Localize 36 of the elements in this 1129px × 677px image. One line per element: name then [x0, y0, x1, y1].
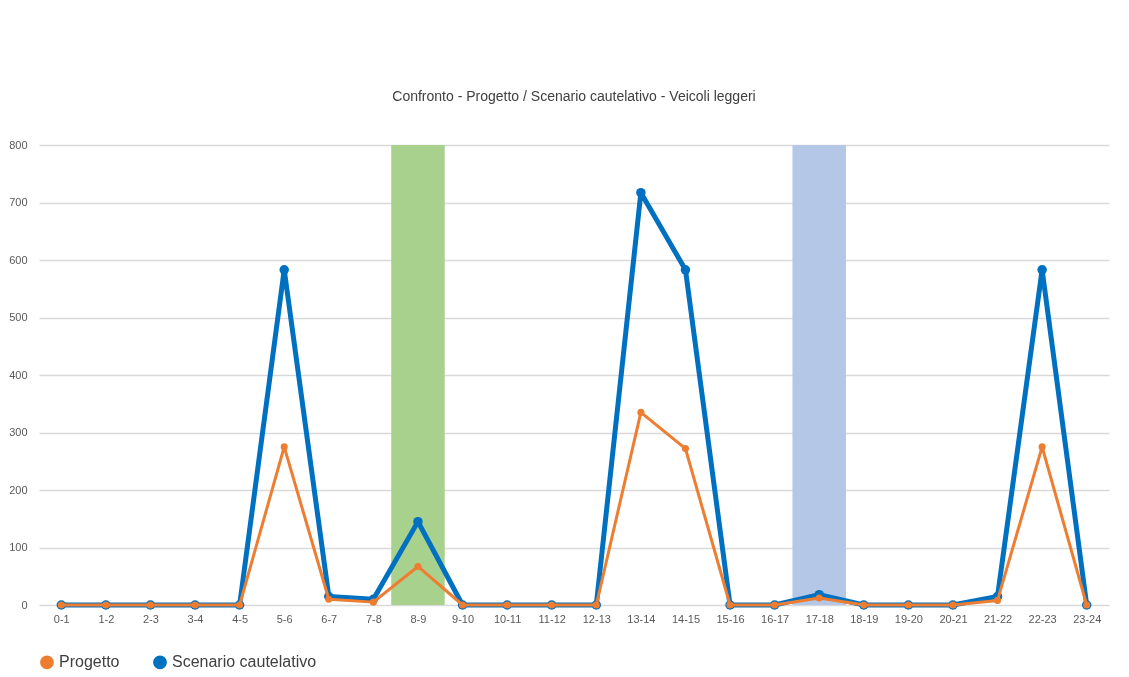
x-tick-label: 21-22 [983, 612, 1013, 625]
legend-label: Scenario cautelativo [172, 653, 317, 671]
y-tick-label: 800 [9, 138, 28, 151]
x-tick-label: 7-8 [365, 612, 382, 625]
x-tick-label: 17-18 [805, 612, 834, 625]
y-tick-label: 300 [9, 426, 28, 438]
x-tick-label: 19-20 [894, 612, 923, 625]
x-tick-label: 15-16 [716, 612, 745, 625]
x-tick-label: 20-21 [939, 612, 968, 625]
x-tick-label: 14-15 [671, 612, 701, 625]
legend-label: Progetto [59, 653, 120, 671]
x-tick-label: 16-17 [761, 612, 790, 625]
x-tick-label: 3-4 [187, 612, 204, 625]
x-tick-label: 4-5 [232, 612, 249, 625]
y-tick-label: 700 [9, 196, 28, 208]
y-tick-label: 0 [21, 598, 28, 611]
x-tick-label: 12-13 [582, 612, 611, 625]
y-tick-label: 600 [9, 253, 28, 266]
x-tick-label: 23-24 [1073, 612, 1102, 625]
x-tick-label: 10-11 [493, 612, 522, 625]
x-tick-label: 22-23 [1028, 612, 1057, 625]
x-tick-label: 5-6 [276, 612, 293, 625]
x-tick-label: 18-19 [850, 612, 879, 625]
y-tick-label: 400 [9, 368, 28, 381]
y-tick-label: 500 [9, 311, 28, 323]
x-tick-label: 8-9 [410, 612, 427, 625]
x-tick-label: 9-10 [452, 612, 475, 625]
x-tick-label: 0-1 [53, 612, 70, 625]
x-tick-label: 11-12 [538, 612, 566, 625]
chart-title: Confronto - Progetto / Scenario cautelativo - Veicoli leggeri [392, 88, 756, 104]
x-tick-label: 13-14 [627, 612, 656, 625]
x-tick-label: 6-7 [321, 612, 338, 625]
x-tick-label: 2-3 [143, 612, 159, 625]
x-tick-label: 1-2 [98, 612, 115, 625]
y-tick-label: 200 [9, 483, 28, 496]
y-tick-label: 100 [9, 541, 28, 553]
